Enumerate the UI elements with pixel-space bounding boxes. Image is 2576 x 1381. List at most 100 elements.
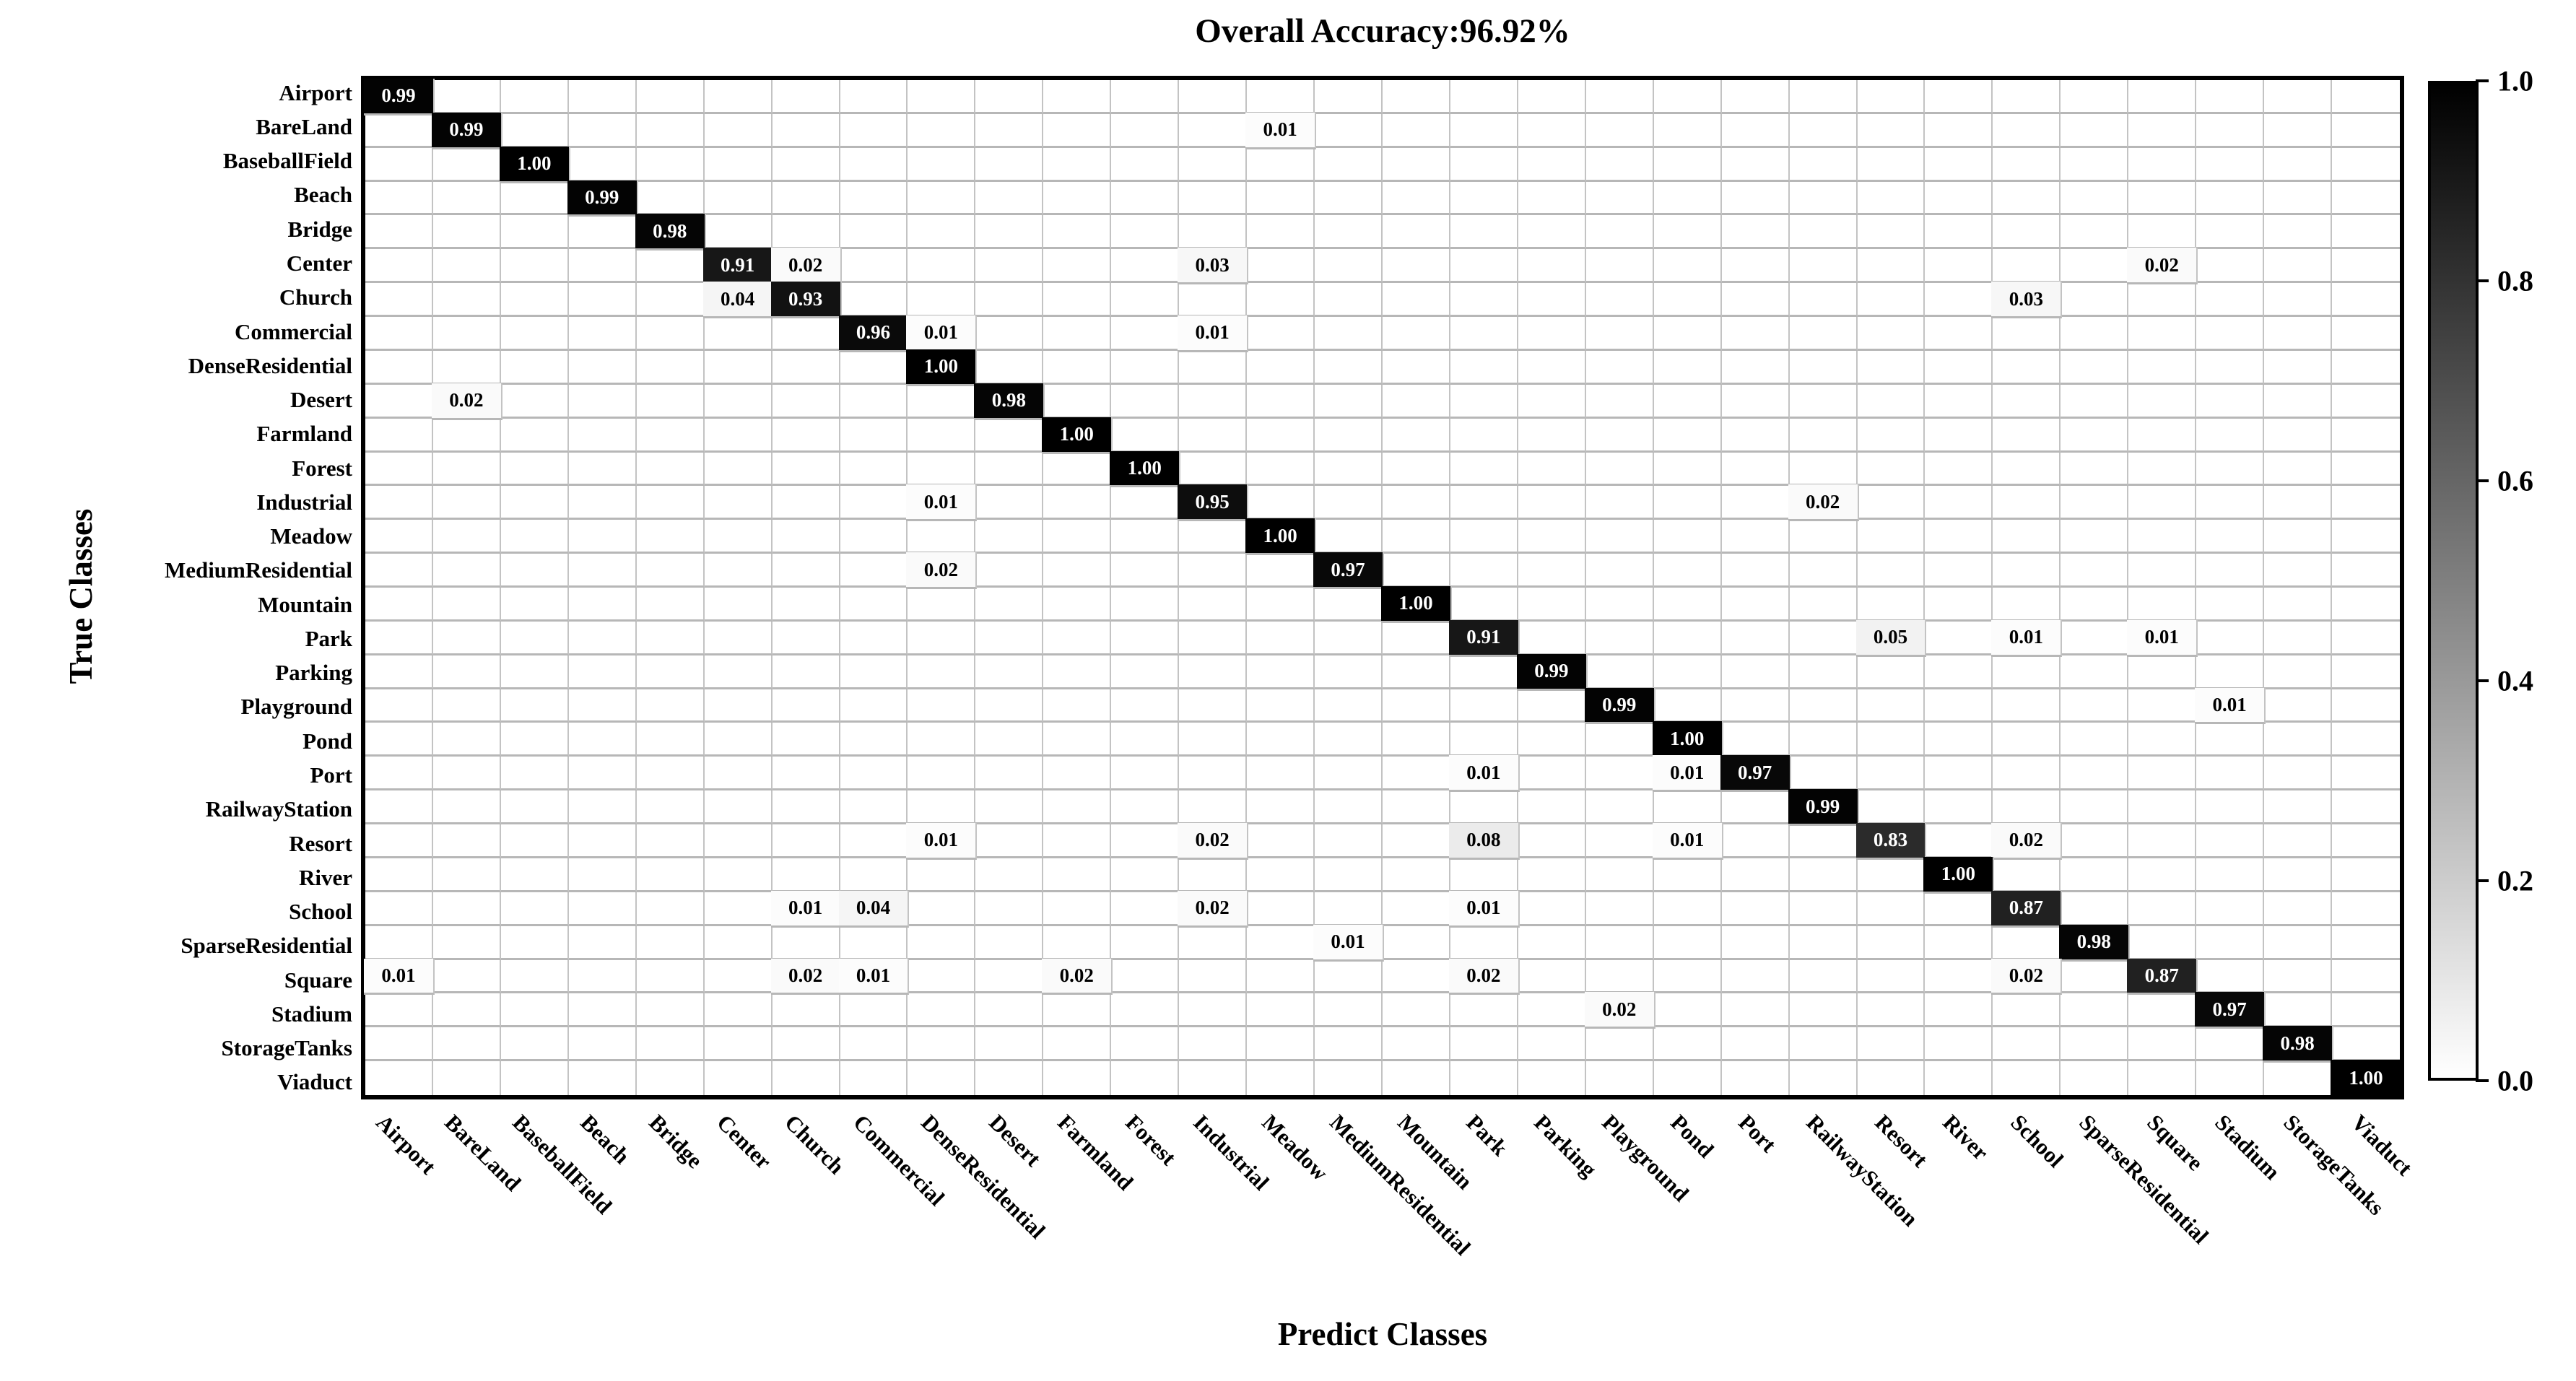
matrix-cell (908, 181, 976, 216)
matrix-cell (636, 689, 705, 723)
matrix-cell (1179, 925, 1248, 960)
matrix-cell: 1.00 (1110, 450, 1181, 488)
matrix-cell (568, 215, 637, 250)
matrix-cell: 0.01 (1991, 619, 2063, 657)
matrix-cell (500, 452, 569, 487)
matrix-cell (1383, 959, 1450, 994)
matrix-cell (1789, 181, 1858, 216)
matrix-cell (2332, 858, 2400, 892)
matrix-cell (1857, 587, 1926, 622)
matrix-cell (840, 655, 908, 689)
matrix-cell (1993, 925, 2061, 960)
matrix-cell (2196, 384, 2265, 419)
matrix-cell (2128, 520, 2197, 554)
matrix-cell (704, 892, 773, 926)
matrix-cell (2128, 215, 2197, 250)
matrix-cell (568, 925, 637, 960)
matrix-cell (1179, 993, 1248, 1028)
matrix-cell (568, 993, 637, 1028)
matrix-cell (1585, 350, 1654, 385)
matrix-cell: 0.97 (1313, 552, 1384, 589)
matrix-cell (1653, 249, 1722, 284)
chart-title: Overall Accuracy:96.92% (1195, 12, 1570, 50)
colorbar-tick-mark (2476, 1079, 2489, 1082)
y-tick-label: Pond (303, 728, 352, 754)
matrix-cell (704, 317, 773, 351)
matrix-cell (636, 858, 705, 892)
matrix-cell (1993, 486, 2061, 520)
matrix-cell (365, 350, 433, 385)
x-tick-label: Center (712, 1110, 777, 1175)
matrix-cell (2264, 418, 2333, 453)
matrix-cell (2061, 283, 2129, 318)
matrix-cell (568, 1027, 637, 1062)
matrix-cell (1653, 925, 1722, 960)
matrix-cell (975, 824, 1044, 858)
matrix-cell: 0.01 (1245, 112, 1317, 149)
matrix-cell (1383, 925, 1450, 960)
matrix-cell (500, 317, 569, 351)
matrix-cell (568, 113, 637, 148)
matrix-cell (569, 1061, 637, 1095)
matrix-cell (772, 215, 840, 250)
matrix-cell (772, 1027, 840, 1062)
matrix-cell (1179, 350, 1248, 385)
matrix-cell (1789, 757, 1858, 791)
matrix-cell (1653, 892, 1722, 926)
matrix-cell (1450, 317, 1518, 351)
matrix-cell (975, 520, 1044, 554)
matrix-cell: 0.83 (1855, 823, 1927, 860)
matrix-cell: 0.99 (1788, 789, 1859, 827)
matrix-cell (2196, 959, 2265, 994)
matrix-cell (2264, 858, 2333, 892)
matrix-cell (1925, 215, 1993, 250)
matrix-cell (1789, 655, 1858, 689)
matrix-cell (1315, 993, 1383, 1028)
matrix-cell (908, 452, 976, 487)
matrix-cell (2061, 113, 2129, 148)
matrix-cell (1111, 959, 1180, 994)
matrix-cell (2196, 621, 2265, 655)
matrix-cell (432, 350, 501, 385)
matrix-cell (772, 925, 840, 960)
matrix-cell (1383, 80, 1450, 114)
matrix-cell (1315, 384, 1383, 419)
matrix-cell (1450, 350, 1518, 385)
matrix-cell (1585, 215, 1654, 250)
matrix-cell (1585, 486, 1654, 520)
matrix-cell (1111, 486, 1180, 520)
matrix-cell (1925, 1027, 1993, 1062)
matrix-cell (1179, 959, 1248, 994)
matrix-cell: 0.99 (1584, 687, 1655, 725)
matrix-cell (1315, 418, 1383, 453)
matrix-cell (1315, 621, 1383, 655)
matrix-cell (500, 554, 569, 588)
matrix-cell (2061, 723, 2129, 757)
matrix-cell (2332, 689, 2400, 723)
matrix-cell (1653, 486, 1722, 520)
matrix-cell (2196, 520, 2265, 554)
matrix-cell (1721, 824, 1790, 858)
y-tick-label: Stadium (271, 1001, 352, 1027)
matrix-cell (2196, 892, 2265, 926)
matrix-cell (1111, 689, 1180, 723)
matrix-cell (432, 418, 501, 453)
matrix-cell (1925, 283, 1993, 318)
x-tick-label: Beach (575, 1110, 635, 1169)
matrix-cell (1857, 554, 1926, 588)
matrix-cell (1111, 554, 1180, 588)
matrix-cell (1653, 621, 1722, 655)
matrix-cell (1925, 1061, 1993, 1095)
matrix-cell (365, 858, 433, 892)
y-tick-label: Airport (279, 79, 352, 105)
matrix-cell (1789, 858, 1858, 892)
matrix-cell (1043, 621, 1112, 655)
matrix-cell (500, 1027, 569, 1062)
matrix-cell (1721, 1027, 1790, 1062)
matrix-cell (1993, 757, 2061, 791)
matrix-cell (908, 520, 976, 554)
y-tick-label: Industrial (256, 489, 352, 515)
matrix-cell (1383, 858, 1450, 892)
matrix-cell: 0.01 (1652, 823, 1723, 860)
